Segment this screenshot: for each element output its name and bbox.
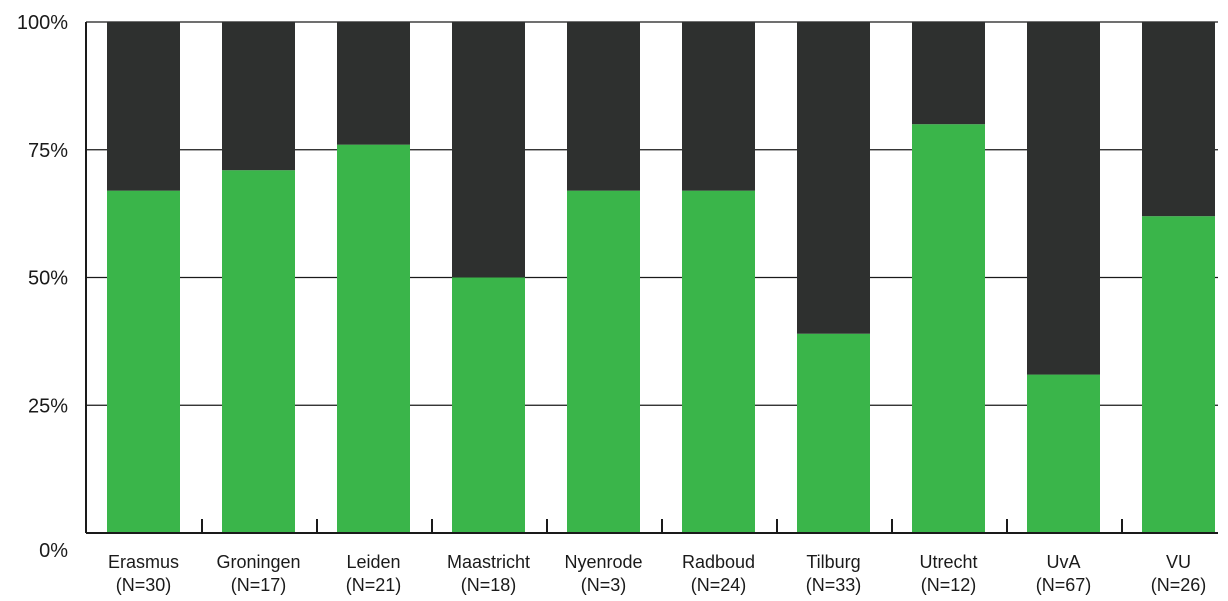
x-tick-sublabel-tilburg: (N=33) [806,575,862,595]
bar-maastricht-series-1 [452,277,525,533]
x-tick-label-radboud: Radboud [682,552,755,572]
bar-uva-series-1 [1027,374,1100,533]
x-tick-sublabel-nyenrode: (N=3) [581,575,627,595]
x-tick-label-uva: UvA [1046,552,1080,572]
bar-nyenrode-series-1 [567,190,640,533]
x-tick-sublabel-radboud: (N=24) [691,575,747,595]
y-tick-label: 0% [39,540,68,562]
y-tick-label: 75% [28,140,68,162]
bar-tilburg-series-1 [797,333,870,533]
bar-erasmus-series-1 [107,190,180,533]
x-tick-sublabel-utrecht: (N=12) [921,575,977,595]
x-tick-label-erasmus: Erasmus [108,552,179,572]
bar-groningen-series-2 [222,22,295,171]
bar-uva-series-2 [1027,22,1100,375]
bar-vu-series-2 [1142,22,1215,217]
bar-groningen-series-1 [222,170,295,533]
y-tick-label: 100% [17,12,68,34]
bar-maastricht-series-2 [452,22,525,278]
x-tick-sublabel-leiden: (N=21) [346,575,402,595]
x-tick-sublabel-vu: (N=26) [1151,575,1207,595]
y-tick-label: 25% [28,395,68,417]
bar-erasmus-series-2 [107,22,180,191]
x-tick-sublabel-maastricht: (N=18) [461,575,517,595]
x-tick-label-utrecht: Utrecht [919,552,977,572]
x-tick-sublabel-erasmus: (N=30) [116,575,172,595]
x-tick-label-leiden: Leiden [346,552,400,572]
bar-vu-series-1 [1142,216,1215,533]
x-tick-label-groningen: Groningen [216,552,300,572]
bar-radboud-series-1 [682,190,755,533]
axes [85,22,1218,534]
x-tick-sublabel-groningen: (N=17) [231,575,287,595]
bar-nyenrode-series-2 [567,22,640,191]
bar-utrecht-series-2 [912,22,985,125]
x-tick-label-maastricht: Maastricht [447,552,530,572]
x-tick-label-vu: VU [1166,552,1191,572]
bar-utrecht-series-1 [912,124,985,533]
bar-leiden-series-2 [337,22,410,145]
x-tick-label-nyenrode: Nyenrode [564,552,642,572]
x-tick-label-tilburg: Tilburg [806,552,860,572]
bar-leiden-series-1 [337,144,410,533]
bar-tilburg-series-2 [797,22,870,334]
y-tick-label: 50% [28,268,68,290]
bar-radboud-series-2 [682,22,755,191]
x-tick-labels: Erasmus (N=30) Groningen (N=17) Leiden (N=21)… [108,552,1206,595]
y-tick-labels: 0% 25% 50% 75% 100% [17,12,68,562]
bars [107,22,1215,533]
x-tick-sublabel-uva: (N=67) [1036,575,1092,595]
